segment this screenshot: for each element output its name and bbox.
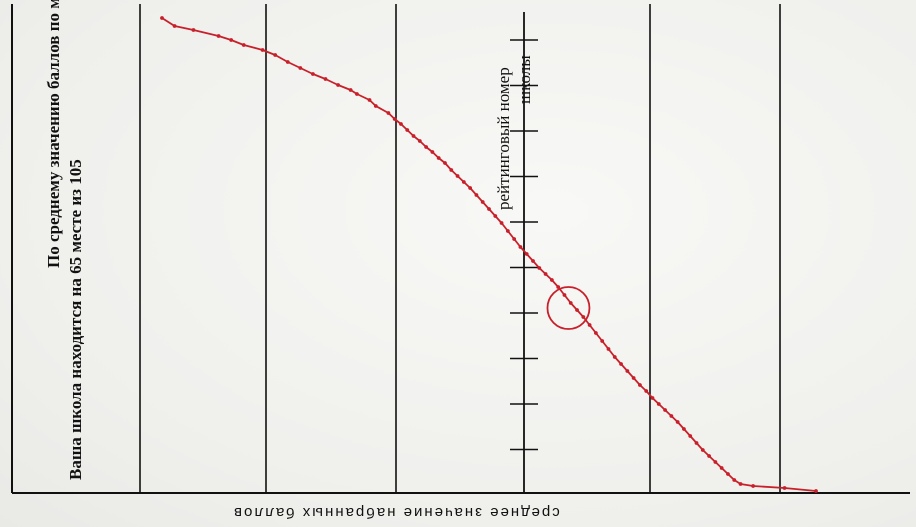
data-point-54 [619, 362, 623, 366]
data-point-49 [587, 323, 592, 327]
data-point-11 [323, 77, 328, 81]
data-point-43 [549, 278, 554, 282]
data-point-62 [669, 414, 674, 418]
data-point-18 [392, 117, 397, 121]
data-point-30 [468, 186, 473, 190]
data-point-75 [782, 486, 787, 490]
data-point-48 [581, 315, 586, 319]
data-point-17 [386, 111, 391, 115]
data-point-45 [562, 293, 567, 297]
data-point-10 [311, 72, 315, 76]
data-point-21 [411, 134, 416, 138]
data-point-56 [631, 376, 636, 380]
data-point-74 [751, 484, 756, 488]
data-point-5 [241, 43, 246, 47]
data-point-8 [285, 60, 290, 64]
data-point-68 [707, 454, 711, 458]
data-point-22 [417, 139, 422, 143]
data-point-32 [480, 200, 485, 204]
data-point-12 [336, 83, 340, 87]
data-point-52 [606, 347, 611, 351]
data-point-15 [367, 98, 372, 102]
data-point-40 [531, 259, 535, 263]
highlight-circle [546, 286, 591, 330]
data-point-2 [191, 28, 196, 32]
data-point-9 [298, 66, 303, 70]
data-point-33 [487, 207, 491, 211]
data-point-58 [644, 389, 649, 393]
data-point-61 [663, 408, 667, 412]
data-point-44 [556, 285, 561, 289]
data-point-73 [738, 482, 743, 486]
data-point-70 [719, 466, 724, 470]
data-point-27 [449, 168, 454, 172]
data-point-37 [512, 237, 517, 241]
data-point-3 [216, 34, 221, 38]
data-point-28 [455, 174, 460, 178]
data-point-59 [650, 396, 655, 400]
annotation-line-2: Ваша школа находится на 65 месте из 105 [66, 159, 85, 480]
data-point-50 [594, 331, 598, 335]
data-point-36 [505, 229, 510, 233]
rank-axis-label: рейтинговый номер [494, 67, 513, 210]
data-point-65 [688, 434, 693, 438]
data-point-34 [493, 214, 498, 218]
data-point-76 [814, 489, 818, 493]
data-point-16 [373, 104, 378, 108]
data-point-42 [543, 272, 548, 276]
data-point-67 [700, 448, 705, 452]
data-point-26 [443, 161, 447, 165]
data-point-63 [675, 420, 680, 424]
x-axis-label: среднее значение набранных баллов [232, 504, 560, 521]
data-point-13 [348, 88, 353, 92]
data-point-55 [625, 369, 630, 373]
data-point-29 [461, 180, 466, 184]
data-point-46 [568, 301, 573, 305]
data-point-23 [424, 145, 429, 149]
data-point-4 [229, 38, 234, 42]
data-point-20 [405, 128, 410, 132]
data-point-47 [575, 308, 579, 312]
data-point-14 [355, 92, 359, 96]
data-point-1 [172, 24, 177, 28]
data-point-57 [638, 383, 642, 387]
data-point-41 [537, 266, 542, 270]
data-point-39 [524, 252, 529, 256]
data-point-31 [474, 193, 479, 197]
data-point-69 [713, 460, 718, 464]
data-point-72 [732, 478, 737, 482]
data-point-64 [682, 427, 686, 431]
data-point-71 [726, 472, 730, 476]
data-point-19 [399, 122, 403, 126]
data-point-24 [430, 150, 435, 154]
annotation-line-1: По среднему значению баллов по математик… [44, 0, 63, 268]
data-point-66 [694, 441, 699, 445]
data-point-6 [260, 48, 265, 52]
data-point-25 [436, 156, 441, 160]
data-point-51 [600, 339, 605, 343]
data-point-0 [160, 16, 164, 20]
data-point-53 [612, 355, 617, 359]
data-point-38 [518, 245, 523, 249]
data-point-60 [656, 402, 661, 406]
data-point-7 [273, 53, 278, 57]
series-line [161, 17, 817, 492]
rank-axis-label-2: школы [515, 55, 534, 104]
data-point-35 [499, 221, 504, 225]
